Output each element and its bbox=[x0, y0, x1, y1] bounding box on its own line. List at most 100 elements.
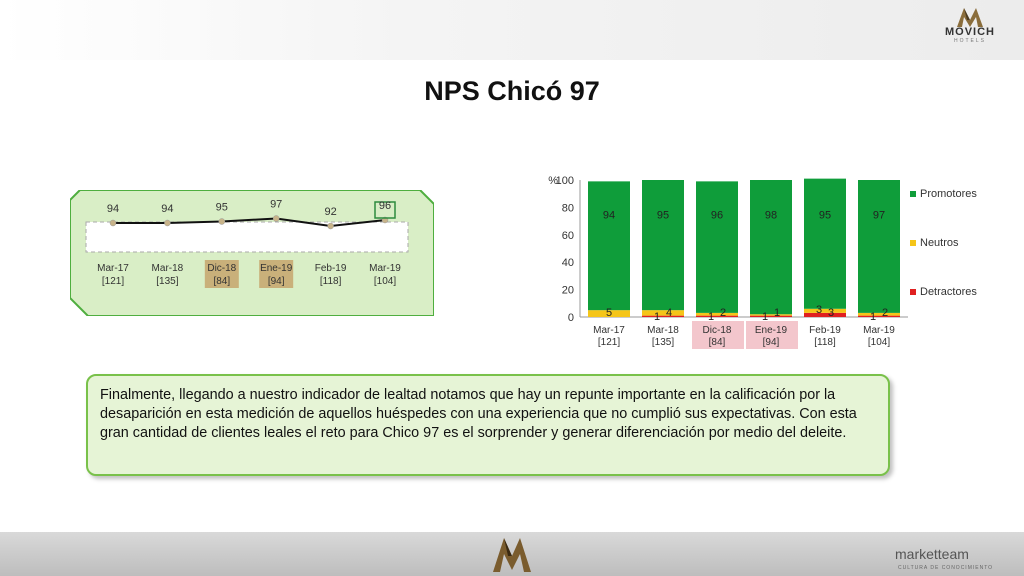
nps-value-label: 94 bbox=[161, 203, 173, 215]
detractores-value-label: 1 bbox=[708, 311, 714, 323]
y-tick-label: 20 bbox=[562, 285, 574, 297]
x-tick-label: Feb-19 bbox=[809, 325, 841, 336]
nps-point bbox=[272, 215, 280, 222]
x-tick-label: Mar-17 bbox=[593, 325, 625, 336]
insight-text: Finalmente, llegando a nuestro indicador… bbox=[100, 387, 857, 441]
promotores-value-label: 98 bbox=[765, 209, 777, 221]
x-tick-sublabel: [135] bbox=[652, 337, 674, 348]
bar-segment-promotores bbox=[642, 180, 684, 311]
detractores-value-label: 1 bbox=[654, 311, 660, 323]
promotores-value-label: 97 bbox=[873, 209, 885, 221]
nps-sample-label: [118] bbox=[320, 276, 342, 287]
x-tick-sublabel: [84] bbox=[709, 337, 726, 348]
legend-swatch-detractores bbox=[910, 289, 916, 295]
neutros-value-label: 2 bbox=[882, 307, 888, 319]
x-tick-sublabel: [94] bbox=[763, 337, 780, 348]
bar-segment-promotores bbox=[588, 181, 630, 311]
nps-point bbox=[164, 219, 171, 227]
top-band bbox=[0, 0, 1024, 60]
nps-last-value-box bbox=[374, 201, 396, 219]
neutros-value-label: 4 bbox=[666, 307, 672, 319]
nps-stacked-bar-chart: 0 20 40 60 80 100% Mar-17 [121] Mar-18 [135] Dic-1… bbox=[530, 170, 1010, 355]
nps-value-label: 92 bbox=[324, 206, 336, 218]
nps-dashed-frame bbox=[85, 221, 409, 253]
x-tick-label: Mar-19 bbox=[863, 325, 895, 336]
legend-label-detractores: Detractores bbox=[920, 286, 977, 298]
bar-segment-neutros bbox=[750, 314, 792, 316]
y-tick-label: 80 bbox=[562, 202, 574, 214]
nps-sample-label: [104] bbox=[374, 276, 396, 287]
category-highlight-band bbox=[746, 321, 798, 349]
bar-segment-promotores bbox=[750, 180, 792, 315]
y-tick-label: 0 bbox=[568, 312, 574, 324]
nps-highlight-band bbox=[259, 260, 294, 288]
nps-point bbox=[109, 219, 117, 227]
bar-segment-detractores bbox=[696, 315, 738, 317]
y-axis-unit: % bbox=[548, 175, 558, 187]
page-title: NPS Chicó 97 bbox=[424, 76, 600, 106]
nps-sample-label: [94] bbox=[268, 276, 285, 287]
bar-segment-neutros bbox=[588, 310, 630, 317]
bar-segment-neutros bbox=[804, 308, 846, 313]
promotores-value-label: 94 bbox=[603, 209, 615, 221]
neutros-value-label: 1 bbox=[774, 307, 780, 319]
nps-period-label: Mar-19 bbox=[369, 263, 401, 274]
nps-trend-chart: 94 Mar-17 [121] 94 Mar-18 [135] 95 Dic-18 [84] 97… bbox=[70, 190, 434, 316]
brand-sub: HOTELS bbox=[953, 38, 986, 44]
footer-m-icon bbox=[493, 538, 531, 572]
nps-sample-label: [135] bbox=[156, 276, 178, 287]
nps-trend-panel: 94 Mar-17 [121] 94 Mar-18 [135] 95 Dic-18 [84] 97… bbox=[70, 190, 434, 316]
bar-segment-neutros bbox=[858, 312, 900, 316]
detractores-value-label: 3 bbox=[816, 304, 822, 316]
bar-segment-detractores bbox=[642, 315, 684, 317]
nps-period-label: Mar-17 bbox=[97, 263, 129, 274]
legend-swatch-neutros bbox=[910, 240, 916, 246]
nps-sample-label: [121] bbox=[102, 276, 124, 287]
category-highlight-band bbox=[692, 321, 744, 349]
x-tick-label: Dic-18 bbox=[703, 325, 732, 336]
nps-value-label: 94 bbox=[107, 203, 119, 215]
neutros-value-label: 3 bbox=[828, 307, 834, 319]
bar-segment-detractores bbox=[858, 315, 900, 317]
bar-segment-neutros bbox=[642, 310, 684, 316]
brand-logo: MOVICH HOTELS bbox=[940, 6, 1000, 46]
x-tick-label: Mar-18 bbox=[647, 325, 679, 336]
bar-segment-neutros bbox=[696, 312, 738, 316]
brand-name: MOVICH bbox=[945, 26, 995, 38]
nps-point bbox=[218, 218, 226, 225]
nps-value-label: 95 bbox=[216, 202, 228, 214]
legend-label-promotores: Promotores bbox=[920, 188, 977, 200]
nps-value-label: 97 bbox=[270, 199, 282, 211]
x-tick-label: Ene-19 bbox=[755, 325, 788, 336]
neutros-value-label: 5 bbox=[606, 307, 612, 319]
promotores-value-label: 96 bbox=[711, 209, 723, 221]
nps-period-label: Feb-19 bbox=[315, 263, 347, 274]
detractores-value-label: 1 bbox=[870, 311, 876, 323]
nps-highlight-band bbox=[204, 260, 239, 288]
marketteam-sub: CULTURA DE CONOCIMIENTO bbox=[898, 565, 994, 571]
marketteam-logo: marketteam bbox=[895, 546, 969, 562]
legend-swatch-promotores bbox=[910, 191, 916, 197]
bar-segment-detractores bbox=[804, 312, 846, 317]
stacked-bar-svg: 0 20 40 60 80 100% Mar-17[121] Mar-18[135] Dic-1… bbox=[548, 175, 977, 349]
nps-period-label: Mar-18 bbox=[152, 263, 184, 274]
bar-segment-promotores bbox=[858, 180, 900, 313]
promotores-value-label: 95 bbox=[657, 209, 669, 221]
y-tick-label: 60 bbox=[562, 230, 574, 242]
promotores-value-label: 95 bbox=[819, 209, 831, 221]
insight-text-box: Finalmente, llegando a nuestro indicador… bbox=[86, 374, 890, 476]
bar-segment-promotores bbox=[804, 178, 846, 309]
x-tick-sublabel: [118] bbox=[814, 337, 836, 348]
detractores-value-label: 1 bbox=[762, 311, 768, 323]
x-tick-sublabel: [121] bbox=[598, 337, 620, 348]
y-tick-label: 100 bbox=[556, 175, 574, 187]
bar-segment-promotores bbox=[696, 181, 738, 313]
nps-line bbox=[113, 217, 386, 228]
nps-value-label: 96 bbox=[379, 200, 391, 212]
legend-label-neutros: Neutros bbox=[920, 237, 959, 249]
nps-period-label: Ene-19 bbox=[260, 263, 293, 274]
nps-point bbox=[327, 222, 334, 230]
brand-m-icon bbox=[957, 8, 983, 27]
y-tick-label: 40 bbox=[562, 257, 574, 269]
bar-segment-detractores bbox=[750, 315, 792, 317]
